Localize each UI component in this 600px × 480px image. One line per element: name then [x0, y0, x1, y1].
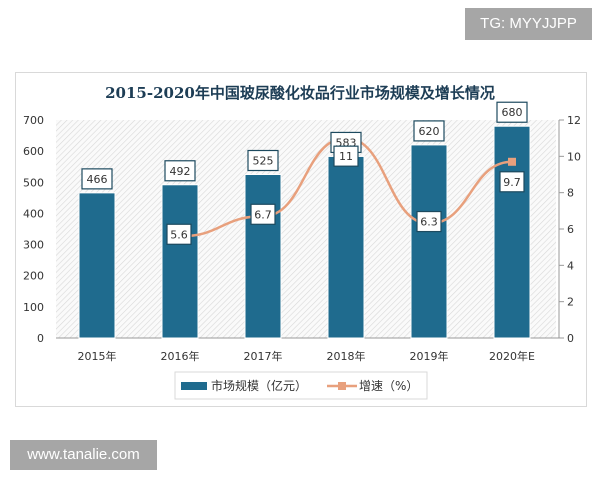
growth-point — [508, 157, 516, 166]
growth-value-label-box — [250, 203, 276, 225]
bar — [161, 184, 199, 339]
y-right-tick-label: 4 — [567, 259, 574, 272]
legend — [174, 371, 428, 400]
x-tick-label: 2017年 — [244, 349, 283, 363]
y-left-tick-label: 600 — [23, 145, 44, 158]
bar — [244, 174, 282, 339]
chart-frame — [15, 72, 587, 407]
x-tick-label: 2016年 — [161, 349, 200, 363]
x-tick-label: 2020年E — [489, 349, 535, 363]
legend-bar-swatch — [181, 382, 207, 390]
y-left-tick-label: 400 — [23, 207, 44, 220]
legend-line-marker — [338, 382, 346, 390]
legend-line-label: 增速（%） — [359, 379, 418, 393]
bar-value-label: 466 — [87, 173, 108, 186]
y-left-tick-label: 700 — [23, 114, 44, 127]
y-right-tick-label: 12 — [567, 114, 581, 127]
watermark-top: TG: MYYJJPP — [465, 8, 592, 40]
growth-value-label-box — [333, 145, 359, 167]
bar-value-label-box — [496, 101, 528, 123]
growth-value-label: 6.3 — [420, 216, 438, 229]
plot-area — [56, 120, 556, 338]
legend-bar-label: 市场规模（亿元） — [211, 378, 307, 393]
x-tick-label: 2015年 — [78, 349, 117, 363]
bar — [410, 144, 448, 339]
bar-value-label-box — [164, 160, 196, 182]
growth-value-label: 6.7 — [254, 208, 272, 221]
x-tick-label: 2019年 — [410, 349, 449, 363]
y-left-tick-label: 300 — [23, 239, 44, 252]
chart-title: 2015-2020年中国玻尿酸化妆品行业市场规模及增长情况 — [105, 84, 495, 102]
bar-value-label: 620 — [419, 125, 440, 138]
bar — [327, 155, 365, 339]
bar-value-label: 680 — [502, 106, 523, 119]
growth-value-label-box — [416, 210, 442, 233]
y-right-tick-label: 2 — [567, 296, 574, 309]
bar-value-label-box — [247, 149, 279, 172]
y-right-tick-label: 8 — [567, 187, 574, 200]
bar — [78, 192, 116, 339]
growth-value-label: 11 — [339, 150, 353, 163]
y-left-tick-label: 0 — [37, 332, 44, 345]
watermark-bottom: www.tanalie.com — [10, 440, 157, 470]
growth-value-label: 5.6 — [170, 228, 188, 241]
bar-value-label: 525 — [253, 155, 274, 168]
y-left-tick-label: 500 — [23, 176, 44, 189]
y-right-tick-label: 10 — [567, 150, 581, 163]
growth-value-label-box — [166, 223, 192, 245]
bar-value-label-box — [81, 168, 113, 190]
y-right-tick-label: 6 — [567, 223, 574, 236]
bar-value-label: 492 — [170, 165, 191, 178]
y-right-tick-label: 0 — [567, 332, 574, 345]
growth-value-label-box — [499, 171, 525, 193]
growth-value-label: 9.7 — [503, 176, 521, 189]
y-left-tick-label: 200 — [23, 270, 44, 283]
x-tick-label: 2018年 — [327, 349, 366, 363]
bar-value-label-box — [413, 120, 445, 142]
y-left-tick-label: 100 — [23, 301, 44, 314]
